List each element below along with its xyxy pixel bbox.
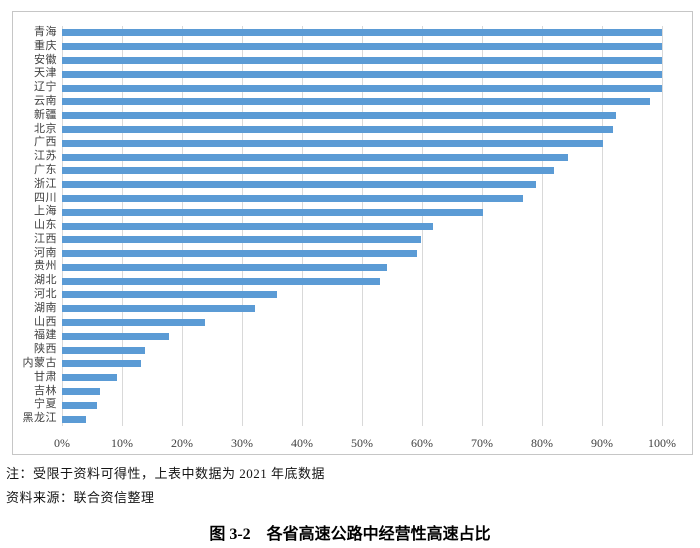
y-axis-category-label: 江西 xyxy=(34,232,57,245)
bar xyxy=(62,263,388,271)
y-axis-category-label: 吉林 xyxy=(34,384,57,397)
y-axis-category-label: 青海 xyxy=(34,26,57,38)
y-axis-category-label: 甘肃 xyxy=(34,370,57,383)
y-axis-category-label: 安徽 xyxy=(34,53,57,66)
y-axis-category-label: 重庆 xyxy=(34,39,57,52)
note-source: 资料来源：联合资信整理 xyxy=(6,490,155,505)
bar xyxy=(62,194,523,202)
bar xyxy=(62,332,169,340)
bar xyxy=(62,346,145,354)
bar xyxy=(62,401,98,409)
bar xyxy=(62,360,142,368)
bar xyxy=(62,29,662,37)
x-axis-tick-label: 90% xyxy=(591,436,613,450)
bar xyxy=(62,319,205,327)
x-axis-tick-label: 40% xyxy=(291,436,313,450)
bar xyxy=(62,208,484,216)
bar xyxy=(62,56,662,64)
y-axis-category-label: 黑龙江 xyxy=(22,412,57,425)
y-axis-category-label: 河南 xyxy=(34,246,57,259)
x-axis-tick-label: 10% xyxy=(111,436,133,450)
y-axis-category-label: 新疆 xyxy=(34,108,57,121)
bar xyxy=(62,84,662,92)
figure-caption: 图 3-2 各省高速公路中经营性高速占比 xyxy=(209,526,491,543)
bar xyxy=(62,250,417,258)
y-axis-category-label: 宁夏 xyxy=(34,398,57,411)
y-axis-category-label: 河北 xyxy=(34,288,57,301)
x-axis-tick-label: 80% xyxy=(531,436,553,450)
bar xyxy=(62,43,662,51)
bar xyxy=(62,415,86,423)
x-axis-tick-label: 20% xyxy=(171,436,193,450)
bar xyxy=(62,70,662,78)
bar xyxy=(62,112,617,120)
y-axis-category-label: 广西 xyxy=(34,136,57,149)
y-axis-category-label: 天津 xyxy=(34,67,57,80)
gridline xyxy=(482,26,483,426)
bar xyxy=(62,125,614,133)
bar xyxy=(62,374,118,382)
gridline xyxy=(542,26,543,426)
y-axis-category-label: 山东 xyxy=(34,219,57,232)
y-axis-category-label: 上海 xyxy=(34,205,57,218)
x-axis-labels: 0% 10% 20% 30% 40% 50% 60% 70% 80% 90% 100% xyxy=(54,435,676,453)
y-axis-category-label: 陕西 xyxy=(34,343,57,356)
bar xyxy=(62,181,536,189)
y-axis-category-label: 湖北 xyxy=(34,274,57,287)
x-axis-tick-label: 0% xyxy=(54,436,70,450)
bar xyxy=(62,305,255,313)
y-axis-category-label: 贵州 xyxy=(34,260,57,273)
bar xyxy=(62,153,569,161)
x-axis-tick-label: 100% xyxy=(648,436,676,450)
y-axis-labels: 青海 重庆 安徽 天津 辽宁 云南 新疆 北京 广西 江苏 广东 浙江 四川 上海 山东 江西 河南 贵州 湖北 河北… xyxy=(15,26,57,426)
gridline xyxy=(662,26,663,426)
bar xyxy=(62,139,604,147)
gridline xyxy=(602,26,603,426)
y-axis-category-label: 北京 xyxy=(34,122,57,135)
x-axis-tick-label: 70% xyxy=(471,436,493,450)
x-axis-tick-label: 60% xyxy=(411,436,433,450)
chart-frame: 青海 重庆 安徽 天津 辽宁 云南 新疆 北京 广西 江苏 广东 浙江 四川 上海 山东 江西 河南 贵州 湖北 河北… xyxy=(12,11,693,455)
y-axis-category-label: 内蒙古 xyxy=(22,357,57,370)
bar xyxy=(62,236,421,244)
y-axis-category-label: 云南 xyxy=(34,94,57,107)
x-axis-tick-label: 50% xyxy=(351,436,373,450)
y-axis-category-label: 福建 xyxy=(34,329,57,342)
y-axis-category-label: 辽宁 xyxy=(34,81,57,94)
y-axis-category-label: 广东 xyxy=(34,163,57,176)
y-axis-category-label: 湖南 xyxy=(34,301,57,314)
note-data-year: 注：受限于资料可得性，上表中数据为 2021 年底数据 xyxy=(6,466,326,481)
y-axis-category-label: 四川 xyxy=(34,191,57,204)
bar xyxy=(62,291,277,299)
bar xyxy=(62,388,100,396)
y-axis-category-label: 浙江 xyxy=(34,177,57,190)
bar xyxy=(62,167,554,175)
y-axis-category-label: 江苏 xyxy=(34,150,57,163)
plot-area xyxy=(62,26,663,426)
bar xyxy=(62,277,380,285)
x-axis-tick-label: 30% xyxy=(231,436,253,450)
y-axis-category-label: 山西 xyxy=(34,315,57,328)
bar xyxy=(62,222,433,230)
bar xyxy=(62,98,650,106)
